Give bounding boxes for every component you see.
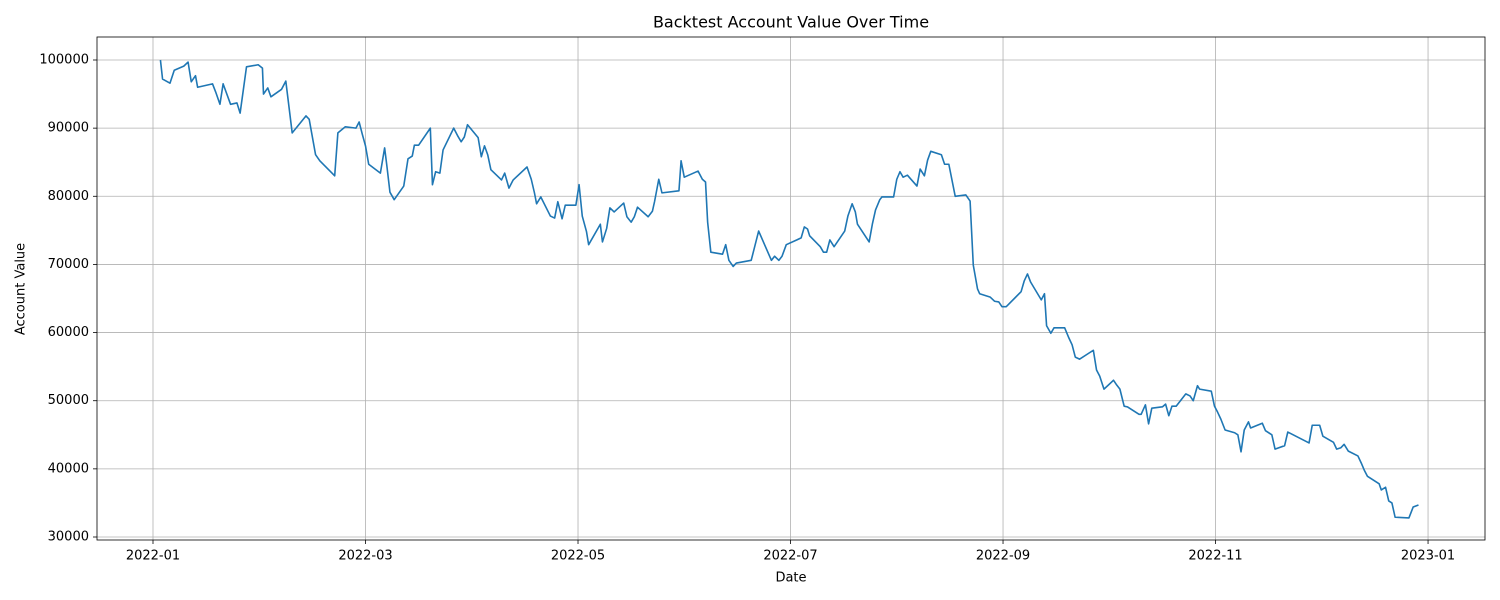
x-tick-label: 2023-01 [1401, 549, 1455, 564]
x-tick-label: 2022-05 [551, 549, 605, 564]
y-tick-label: 70000 [48, 257, 89, 272]
x-tick-label: 2022-03 [338, 549, 392, 564]
y-tick-label: 30000 [48, 530, 89, 545]
x-tick-label: 2022-11 [1188, 549, 1242, 564]
y-tick-label: 50000 [48, 393, 89, 408]
x-tick-label: 2022-07 [763, 549, 817, 564]
y-tick-label: 40000 [48, 461, 89, 476]
y-tick-label: 100000 [39, 52, 89, 67]
x-tick-label: 2022-01 [126, 549, 180, 564]
x-tick-label: 2022-09 [976, 549, 1030, 564]
y-tick-label: 90000 [48, 121, 89, 136]
y-tick-label: 80000 [48, 189, 89, 204]
data-line [159, 59, 1419, 519]
plot-frame [96, 36, 1486, 541]
chart-title: Backtest Account Value Over Time [653, 13, 929, 32]
x-axis-label: Date [775, 571, 806, 586]
y-axis-label: Account Value [14, 243, 29, 335]
y-tick-label: 60000 [48, 325, 89, 340]
